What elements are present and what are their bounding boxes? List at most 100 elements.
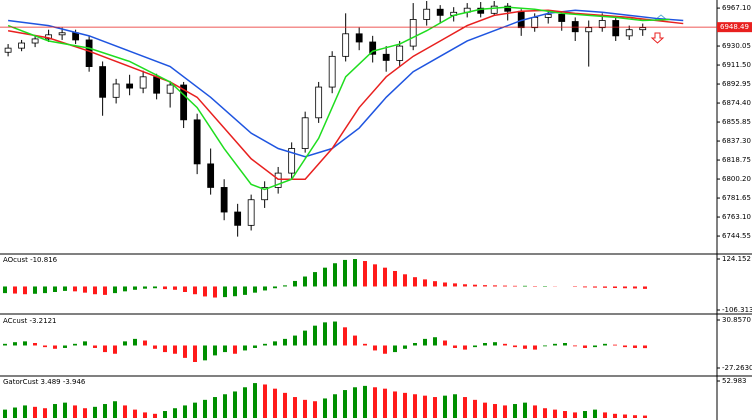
histogram-bar — [33, 286, 37, 294]
y-tick-label: -106.313 — [722, 306, 752, 314]
histogram-bar — [173, 345, 177, 354]
histogram-bar — [433, 337, 437, 346]
histogram-bar — [253, 286, 257, 293]
histogram-bar — [343, 259, 347, 287]
histogram-bar — [453, 345, 457, 348]
y-tick-label: 6818.75 — [722, 156, 751, 164]
histogram-bar — [133, 409, 137, 418]
histogram-bar — [313, 401, 317, 418]
histogram-bar — [623, 286, 627, 289]
histogram-bar — [543, 408, 547, 418]
histogram-bar — [133, 338, 137, 346]
histogram-bar — [323, 398, 327, 418]
histogram-bar — [113, 286, 117, 294]
histogram-bar — [293, 397, 297, 418]
histogram-bar — [373, 387, 377, 418]
histogram-bar — [353, 335, 357, 346]
histogram-bar — [543, 345, 547, 347]
histogram-bar — [513, 345, 517, 348]
histogram-bar — [253, 383, 257, 418]
histogram-bar — [563, 343, 567, 346]
histogram-bar — [343, 390, 347, 418]
indicator-line — [7, 9, 684, 181]
y-tick-label: 6781.65 — [722, 194, 751, 202]
histogram-bar — [313, 272, 317, 287]
histogram-bar — [333, 263, 337, 287]
histogram-bar — [313, 325, 317, 346]
histogram-bar — [493, 404, 497, 418]
candle-body — [382, 53, 390, 61]
candle-body — [409, 19, 417, 47]
histogram-bar — [3, 409, 7, 418]
histogram-bar — [553, 409, 557, 418]
histogram-bar — [613, 344, 617, 346]
histogram-bar — [633, 345, 637, 348]
histogram-bar — [273, 388, 277, 418]
candle-body — [598, 20, 606, 29]
histogram-bar — [433, 397, 437, 418]
candle-body — [301, 117, 309, 149]
histogram-bar — [133, 286, 137, 290]
histogram-bar — [423, 338, 427, 346]
candle-body — [112, 83, 120, 98]
histogram-bar — [583, 286, 587, 288]
histogram-bar — [553, 343, 557, 346]
candle-body — [72, 32, 80, 41]
candle-body — [180, 84, 188, 121]
histogram-bar — [53, 345, 57, 349]
histogram-bar — [53, 286, 57, 293]
y-tick-label: 6930.05 — [722, 42, 751, 50]
candle-body — [423, 8, 431, 20]
candle-body — [166, 84, 174, 94]
histogram-bar — [243, 345, 247, 351]
histogram-bar — [603, 286, 607, 288]
histogram-bar — [643, 415, 647, 418]
histogram-bar — [303, 399, 307, 418]
candle-body — [396, 45, 404, 61]
histogram-bar — [23, 341, 27, 346]
candle-body — [355, 33, 363, 43]
histogram-bar — [513, 404, 517, 418]
histogram-bar — [163, 411, 167, 418]
histogram-bar — [353, 259, 357, 287]
histogram-bar — [293, 280, 297, 287]
histogram-bar — [233, 391, 237, 418]
histogram-bar — [473, 345, 477, 348]
histogram-bar — [43, 408, 47, 418]
histogram-bar — [363, 385, 367, 418]
histogram-bar — [233, 345, 237, 354]
histogram-bar — [93, 406, 97, 418]
histogram-bar — [283, 285, 287, 287]
histogram-bar — [263, 286, 267, 291]
histogram-bar — [633, 415, 637, 418]
histogram-bar — [123, 286, 127, 292]
histogram-bar — [103, 286, 107, 295]
candle-body — [612, 20, 620, 37]
y-tick-label: 6837.30 — [722, 137, 751, 145]
y-tick-label: 6763.10 — [722, 213, 751, 221]
histogram-bar — [613, 413, 617, 418]
histogram-bar — [493, 285, 497, 287]
histogram-bar — [623, 345, 627, 348]
candle-body — [504, 5, 512, 12]
histogram-bar — [583, 411, 587, 418]
histogram-bar — [483, 402, 487, 418]
histogram-bar — [223, 394, 227, 418]
histogram-bar — [393, 345, 397, 353]
histogram-bar — [13, 342, 17, 346]
histogram-bar — [83, 408, 87, 418]
histogram-bar — [123, 341, 127, 346]
histogram-bar — [503, 405, 507, 418]
histogram-bar — [613, 286, 617, 289]
y-tick-label: 6800.20 — [722, 175, 751, 183]
histogram-bar — [163, 345, 167, 353]
candle-body — [31, 38, 39, 44]
histogram-bar — [13, 286, 17, 294]
histogram-bar — [203, 286, 207, 297]
panel-title: ACcust -3.2121 — [3, 317, 56, 325]
histogram-bar — [393, 270, 397, 287]
candle-body — [193, 119, 201, 165]
histogram-bar — [363, 343, 367, 346]
histogram-bar — [473, 284, 477, 287]
indicator-line — [7, 6, 670, 191]
